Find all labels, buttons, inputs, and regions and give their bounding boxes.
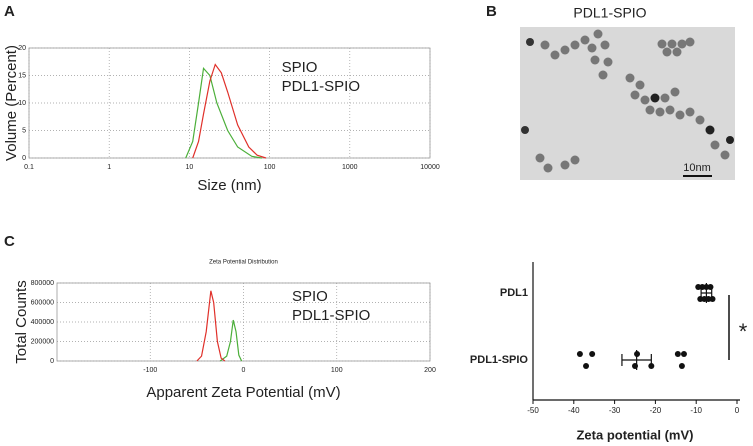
x-tick-label: -30 (609, 406, 621, 415)
y-tick-label: 400000 (31, 319, 54, 326)
panel-label: A (4, 3, 15, 20)
legend-label: SPIO (292, 288, 328, 305)
x-tick-label: 10000 (420, 164, 440, 171)
error-bar (621, 354, 652, 366)
y-tick-label: 0 (22, 155, 26, 162)
data-point (674, 351, 681, 357)
x-tick-label: -40 (568, 406, 580, 415)
x-tick-label: 10 (186, 164, 194, 171)
data-point (678, 363, 685, 369)
panel-label: C (4, 233, 15, 250)
data-line (196, 290, 226, 362)
chart-title: Zeta Potential Distribution (209, 260, 278, 266)
y-tick-label: 200000 (31, 338, 54, 345)
x-tick-label: 0.1 (24, 164, 34, 171)
data-point (697, 296, 704, 302)
y-tick-label: 20 (18, 45, 26, 52)
y-axis-label: Total Counts (13, 280, 30, 363)
x-tick-label: 1000 (342, 164, 358, 171)
x-tick-label: 1 (107, 164, 111, 171)
panel-label: B (486, 3, 497, 20)
x-tick-label: -100 (143, 367, 157, 374)
data-point (589, 351, 596, 357)
x-tick-label: -10 (690, 406, 702, 415)
y-tick-label: 0 (50, 358, 54, 365)
y-axis-label: Volume (Percent) (3, 45, 20, 161)
data-point (583, 363, 590, 369)
x-tick-label: 200 (424, 367, 436, 374)
x-axis-label: Apparent Zeta Potential (mV) (146, 384, 340, 401)
error-bar (700, 287, 713, 299)
scale-bar-label: 10nm (683, 162, 711, 174)
x-tick-label: 0 (735, 406, 740, 415)
data-point (680, 351, 687, 357)
x-tick-label: 100 (331, 367, 343, 374)
image-title: PDL1-SPIO (573, 5, 646, 21)
legend-label: SPIO (282, 59, 318, 76)
x-axis-label: Zeta potential (mV) (576, 427, 693, 442)
legend-label: PDL1-SPIO (282, 78, 360, 95)
x-tick-label: -20 (650, 406, 662, 415)
x-tick-label: 100 (264, 164, 276, 171)
x-axis-label: Size (nm) (197, 177, 261, 194)
y-tick-label: 800000 (31, 280, 54, 287)
y-tick-label: 15 (18, 72, 26, 79)
data-line (192, 63, 267, 159)
category-label: PDL1 (500, 287, 528, 299)
tem-image (520, 27, 735, 180)
data-line (219, 319, 243, 362)
category-label: PDL1-SPIO (470, 354, 529, 366)
significance-label: * (739, 319, 748, 344)
y-tick-label: 5 (22, 127, 26, 134)
x-tick-label: -50 (527, 406, 539, 415)
y-tick-label: 600000 (31, 299, 54, 306)
x-tick-label: 0 (242, 367, 246, 374)
data-point (576, 351, 583, 357)
data-line (185, 66, 262, 159)
legend-label: PDL1-SPIO (292, 307, 370, 324)
data-point (699, 284, 706, 290)
y-tick-label: 10 (18, 100, 26, 107)
